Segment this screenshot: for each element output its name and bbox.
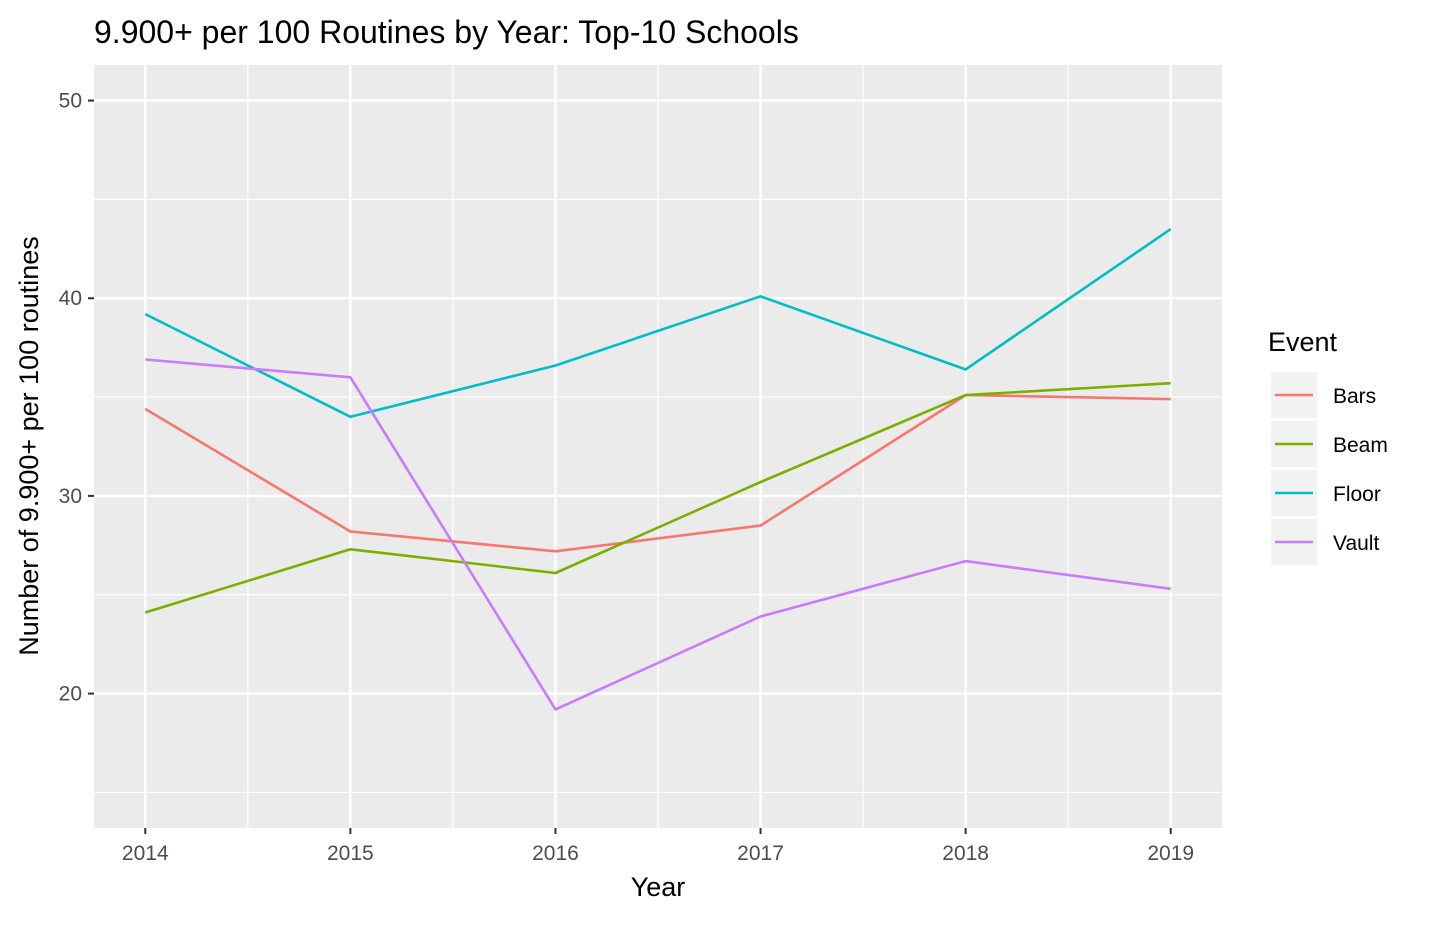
legend: Event Bars Beam Floor Vault xyxy=(1268,327,1388,565)
chart-title: 9.900+ per 100 Routines by Year: Top-10 … xyxy=(94,14,799,50)
y-axis-title: Number of 9.900+ per 100 routines xyxy=(14,236,44,656)
x-tick-label: 2015 xyxy=(327,842,374,865)
minor-gridlines xyxy=(94,65,1222,828)
series-line-vault xyxy=(145,358,1171,711)
x-tick-label: 2016 xyxy=(532,842,579,865)
y-tick-label: 40 xyxy=(59,287,82,310)
x-axis-title: Year xyxy=(631,872,686,902)
legend-label-floor: Floor xyxy=(1333,483,1381,506)
x-tick-label: 2018 xyxy=(942,842,989,865)
y-tick-label: 50 xyxy=(59,90,82,113)
x-tick-label: 2019 xyxy=(1147,842,1194,865)
series-line-beam xyxy=(144,381,1171,614)
x-tick-label: 2017 xyxy=(737,842,784,865)
y-axis: 20 30 40 50 xyxy=(59,90,94,706)
series-line-bars xyxy=(144,393,1171,553)
y-tick-label: 20 xyxy=(59,683,82,706)
major-gridlines xyxy=(94,65,1222,828)
y-tick-label: 30 xyxy=(59,485,82,508)
legend-label-bars: Bars xyxy=(1333,385,1376,408)
x-axis: 2014 2015 2016 2017 2018 2019 xyxy=(122,828,1194,865)
series-lines xyxy=(144,228,1172,711)
legend-title: Event xyxy=(1268,327,1338,357)
legend-label-beam: Beam xyxy=(1333,434,1388,457)
legend-label-vault: Vault xyxy=(1333,532,1379,555)
x-tick-label: 2014 xyxy=(122,842,169,865)
legend-items: Bars Beam Floor Vault xyxy=(1271,372,1388,565)
series-line-floor xyxy=(144,228,1172,419)
